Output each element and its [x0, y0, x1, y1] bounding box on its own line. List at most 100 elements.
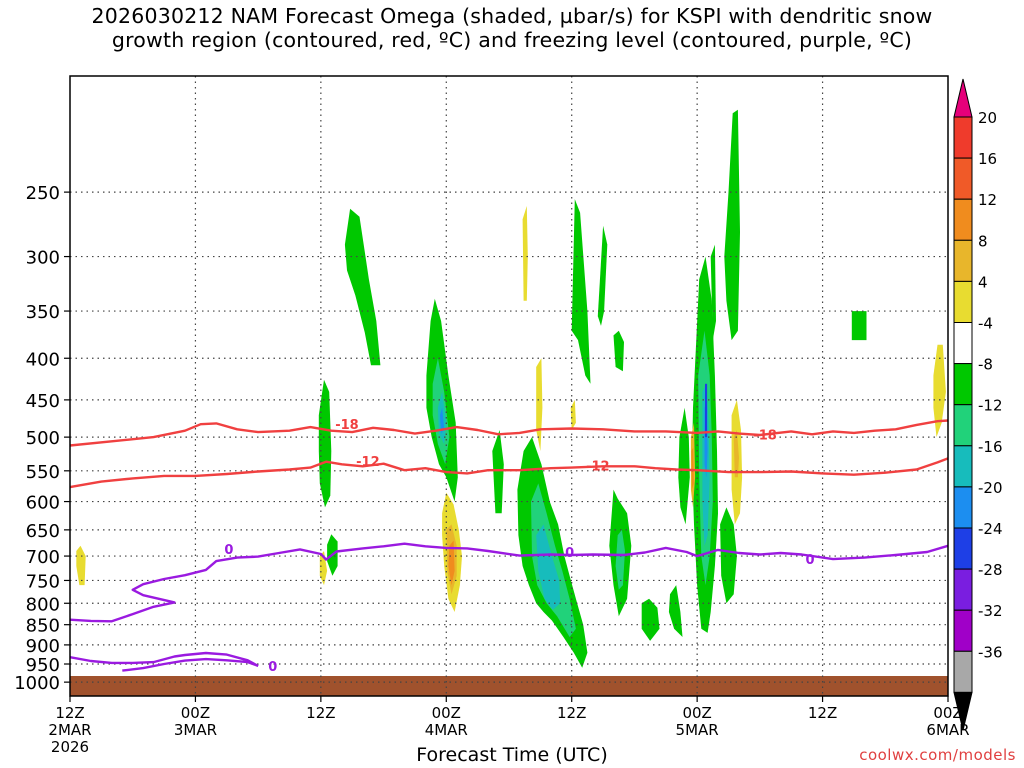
omega-region-11 — [531, 483, 576, 637]
y-tick-label-600: 600 — [26, 493, 60, 514]
x-tick-label-36-2: 4MAR — [425, 721, 468, 739]
x-tick-label-84-1: 00Z — [933, 704, 962, 722]
omega-region-6 — [440, 407, 445, 434]
plot-frame — [69, 75, 949, 697]
colorbar-swatch-7 — [953, 363, 973, 406]
ground-layer — [70, 676, 948, 696]
x-tick-label-24-1: 12Z — [306, 704, 335, 722]
x-tick-label-0-3: 2026 — [51, 738, 89, 756]
credit-text: coolwx.com/models — [859, 746, 1016, 764]
omega-region-39 — [76, 545, 86, 586]
contour-lines — [69, 419, 949, 672]
chart-title-line1: 2026030212 NAM Forecast Omega (shaded, µ… — [91, 4, 933, 28]
colorbar-label-8: -16 — [978, 438, 1003, 456]
colorbar-label-9: -20 — [978, 479, 1003, 497]
colorbar-top-arrow — [953, 78, 973, 118]
x-tick-label-48-1: 12Z — [557, 704, 586, 722]
grid-lines — [70, 76, 948, 696]
contour-line-0 — [69, 419, 949, 447]
omega-region-15 — [597, 225, 608, 326]
omega-region-0 — [344, 208, 381, 366]
omega-region-19 — [641, 598, 660, 641]
colorbar-label-3: 8 — [978, 232, 988, 250]
chart-title: 2026030212 NAM Forecast Omega (shaded, µ… — [0, 4, 1024, 52]
contour-label-4: 0 — [224, 543, 233, 558]
y-tick-label-350: 350 — [26, 302, 60, 323]
omega-region-1 — [318, 379, 332, 508]
colorbar-swatch-2 — [953, 157, 973, 200]
colorbar-label-4: 4 — [978, 273, 988, 291]
colorbar-swatch-11 — [953, 527, 973, 570]
y-tick-label-750: 750 — [26, 571, 60, 592]
omega-region-31 — [691, 447, 694, 490]
y-tick-label-300: 300 — [26, 248, 60, 269]
omega-region-16 — [613, 330, 624, 372]
contour-labels: -18 -12 -12 -18 0 0 0 0 — [224, 418, 814, 675]
contour-line-3 — [69, 651, 259, 667]
omega-region-33 — [724, 109, 740, 341]
x-tick-label-84-2: 6MAR — [926, 721, 969, 739]
colorbar-swatch-4 — [953, 239, 973, 282]
omega-region-12 — [536, 524, 561, 610]
contour-label-6: 0 — [806, 553, 815, 568]
x-tick-label-0-1: 12Z — [55, 704, 84, 722]
omega-region-14 — [571, 199, 591, 384]
colorbar-label-0: 20 — [978, 109, 997, 127]
ground-fill — [70, 676, 948, 696]
contour-label-5: 0 — [565, 546, 574, 561]
colorbar-label-5: -4 — [978, 315, 993, 333]
omega-region-24 — [678, 407, 690, 525]
contour-label-3: -18 — [753, 428, 777, 443]
y-tick-label-500: 500 — [26, 428, 60, 449]
omega-shading — [76, 109, 946, 668]
contour-line-1 — [69, 457, 949, 489]
omega-region-34 — [720, 507, 737, 604]
y-tick-label-450: 450 — [26, 391, 60, 412]
contour-label-1: -12 — [356, 455, 380, 470]
colorbar-label-11: -28 — [978, 561, 1003, 579]
omega-region-23 — [570, 399, 576, 430]
omega-region-36 — [733, 430, 739, 478]
y-tick-label-900: 900 — [26, 636, 60, 657]
colorbar-swatch-13 — [953, 609, 973, 652]
omega-region-13 — [492, 430, 504, 514]
colorbar-swatch-3 — [953, 198, 973, 241]
colorbar-label-2: 12 — [978, 191, 997, 209]
y-tick-label-700: 700 — [26, 547, 60, 568]
y-tick-label-650: 650 — [26, 521, 60, 542]
colorbar-swatch-9 — [953, 445, 973, 488]
x-tick-label-12-2: 3MAR — [174, 721, 217, 739]
colorbar-label-1: 16 — [978, 150, 997, 168]
omega-region-9 — [448, 540, 455, 586]
contour-label-7: 0 — [268, 660, 277, 675]
x-axis-label: Forecast Time (UTC) — [416, 744, 608, 766]
colorbar-swatch-10 — [953, 486, 973, 529]
contour-label-2: -12 — [586, 460, 610, 475]
y-tick-label-400: 400 — [26, 349, 60, 370]
omega-region-18 — [615, 529, 625, 590]
y-tick-label-800: 800 — [26, 594, 60, 615]
contour-line-2 — [69, 542, 949, 623]
omega-region-20 — [668, 585, 683, 637]
colorbar-label-12: -32 — [978, 602, 1003, 620]
colorbar-swatch-12 — [953, 568, 973, 611]
omega-region-22 — [536, 358, 543, 451]
colorbar-bottom-arrow — [953, 691, 973, 731]
omega-region-21 — [522, 206, 528, 301]
colorbar-label-6: -8 — [978, 356, 993, 374]
colorbar-swatch-14 — [953, 650, 973, 693]
colorbar: 20 16 12 8 4 -4 -8 -12 -16 -20 -24 -28 -32 -36 — [953, 78, 1003, 731]
omega-region-32 — [710, 244, 716, 341]
x-tick-label-36-1: 00Z — [432, 704, 461, 722]
omega-region-38 — [933, 344, 946, 438]
y-tick-label-950: 950 — [26, 655, 60, 676]
x-tick-label-72-1: 12Z — [808, 704, 837, 722]
chart-title-line2: growth region (contoured, red, ºC) and f… — [111, 28, 913, 52]
y-tick-label-850: 850 — [26, 616, 60, 637]
colorbar-swatch-5 — [953, 280, 973, 323]
colorbar-swatch-8 — [953, 404, 973, 447]
x-tick-label-60-2: 5MAR — [676, 721, 719, 739]
